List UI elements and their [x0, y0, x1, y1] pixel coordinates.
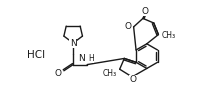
Text: HCl: HCl [27, 50, 45, 60]
Text: N: N [69, 39, 76, 48]
Text: H: H [87, 54, 93, 63]
Text: O: O [124, 22, 131, 31]
Text: N: N [78, 54, 84, 63]
Text: O: O [141, 7, 148, 16]
Text: O: O [54, 69, 61, 78]
Text: O: O [129, 75, 136, 84]
Text: CH₃: CH₃ [102, 69, 116, 78]
Text: CH₃: CH₃ [161, 31, 175, 40]
